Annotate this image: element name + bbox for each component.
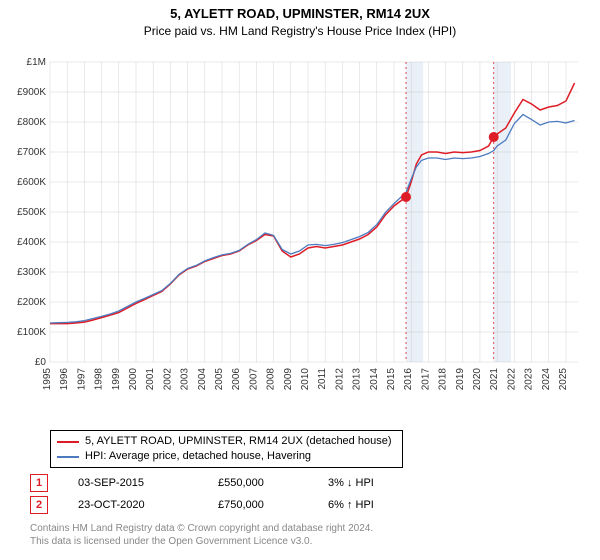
- legend-row: HPI: Average price, detached house, Have…: [57, 449, 392, 464]
- legend-label: 5, AYLETT ROAD, UPMINSTER, RM14 2UX (det…: [85, 434, 392, 449]
- svg-text:£300K: £300K: [17, 267, 46, 278]
- svg-text:2006: 2006: [231, 368, 242, 391]
- page-subtitle: Price paid vs. HM Land Registry's House …: [0, 21, 600, 38]
- svg-text:2017: 2017: [420, 368, 431, 391]
- svg-text:2002: 2002: [162, 368, 173, 391]
- svg-text:£700K: £700K: [17, 147, 46, 158]
- svg-text:2001: 2001: [145, 368, 156, 391]
- footer-line: This data is licensed under the Open Gov…: [30, 535, 373, 548]
- legend: 5, AYLETT ROAD, UPMINSTER, RM14 2UX (det…: [50, 430, 403, 468]
- marker-row: 1 03-SEP-2015 £550,000 3% ↓ HPI: [30, 472, 374, 494]
- svg-text:2003: 2003: [180, 368, 191, 391]
- svg-text:1998: 1998: [94, 368, 105, 391]
- marker-date: 03-SEP-2015: [78, 477, 218, 489]
- svg-text:2011: 2011: [317, 368, 328, 390]
- svg-text:2020: 2020: [472, 368, 483, 391]
- legend-row: 5, AYLETT ROAD, UPMINSTER, RM14 2UX (det…: [57, 434, 392, 449]
- svg-text:1996: 1996: [59, 368, 70, 391]
- svg-text:2010: 2010: [300, 368, 311, 391]
- svg-text:2021: 2021: [489, 368, 500, 391]
- footer: Contains HM Land Registry data © Crown c…: [30, 522, 373, 548]
- svg-text:£200K: £200K: [17, 297, 46, 308]
- svg-text:2019: 2019: [455, 368, 466, 391]
- marker-table: 1 03-SEP-2015 £550,000 3% ↓ HPI 2 23-OCT…: [30, 472, 374, 516]
- svg-text:1999: 1999: [111, 368, 122, 391]
- marker-pct: 6% ↑ HPI: [328, 499, 374, 511]
- footer-line: Contains HM Land Registry data © Crown c…: [30, 522, 373, 535]
- svg-text:2018: 2018: [438, 368, 449, 391]
- svg-text:2008: 2008: [266, 368, 277, 391]
- svg-text:2007: 2007: [248, 368, 259, 391]
- svg-text:2009: 2009: [283, 368, 294, 391]
- marker-badge-1: 1: [30, 474, 48, 492]
- marker-badge-2: 2: [30, 496, 48, 514]
- legend-label: HPI: Average price, detached house, Have…: [85, 449, 311, 464]
- legend-swatch-blue: [57, 456, 79, 458]
- marker-row: 2 23-OCT-2020 £750,000 6% ↑ HPI: [30, 494, 374, 516]
- svg-text:1997: 1997: [76, 368, 87, 391]
- svg-text:2025: 2025: [558, 368, 569, 391]
- svg-text:£0: £0: [35, 357, 47, 368]
- svg-text:£500K: £500K: [17, 207, 46, 218]
- price-chart: £0 £100K £200K £300K £400K £500K £600K £700K £80…: [14, 52, 586, 427]
- svg-text:2016: 2016: [403, 368, 414, 391]
- svg-text:1995: 1995: [42, 368, 53, 391]
- svg-text:£600K: £600K: [17, 177, 46, 188]
- marker-price: £550,000: [218, 477, 328, 489]
- svg-text:2005: 2005: [214, 368, 225, 391]
- svg-text:£100K: £100K: [17, 327, 46, 338]
- svg-text:£1M: £1M: [27, 57, 46, 68]
- svg-text:2015: 2015: [386, 368, 397, 391]
- legend-swatch-red: [57, 441, 79, 443]
- svg-text:2000: 2000: [128, 368, 139, 391]
- svg-text:2024: 2024: [541, 368, 552, 391]
- svg-text:2022: 2022: [506, 368, 517, 391]
- marker-pct: 3% ↓ HPI: [328, 477, 374, 489]
- svg-text:2012: 2012: [334, 368, 345, 391]
- page-title: 5, AYLETT ROAD, UPMINSTER, RM14 2UX: [0, 0, 600, 21]
- svg-text:2023: 2023: [524, 368, 535, 391]
- svg-text:£800K: £800K: [17, 117, 46, 128]
- marker-date: 23-OCT-2020: [78, 499, 218, 511]
- svg-text:£900K: £900K: [17, 87, 46, 98]
- svg-text:2013: 2013: [352, 368, 363, 391]
- marker-price: £750,000: [218, 499, 328, 511]
- svg-text:2014: 2014: [369, 368, 380, 391]
- svg-text:£400K: £400K: [17, 237, 46, 248]
- svg-text:2004: 2004: [197, 368, 208, 391]
